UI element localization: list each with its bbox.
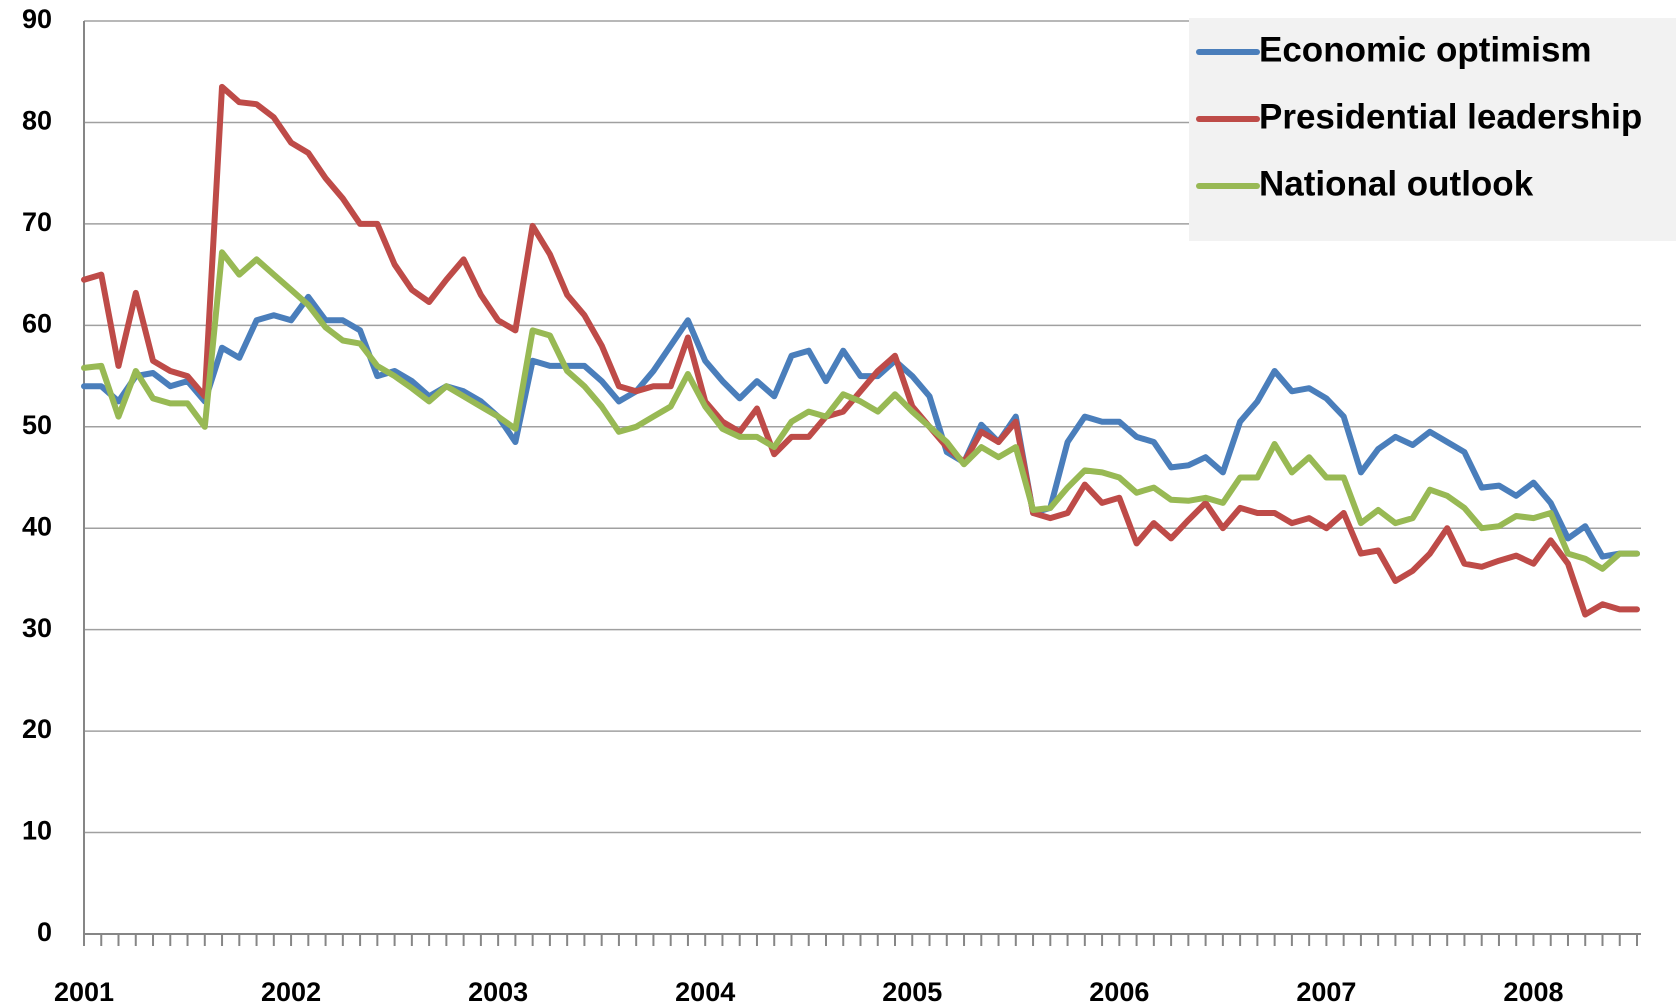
legend-label: National outlook: [1259, 164, 1534, 203]
y-tick-label: 50: [22, 410, 52, 440]
x-tick-label: 2006: [1089, 977, 1149, 1007]
series-line: [81, 83, 1640, 618]
x-tick-label: 2005: [882, 977, 942, 1007]
y-tick-label: 40: [22, 511, 52, 541]
legend-box: [1189, 18, 1676, 241]
y-tick-label: 0: [37, 917, 52, 947]
y-tick-label: 10: [22, 816, 52, 846]
x-tick-label: 2007: [1296, 977, 1356, 1007]
x-tick-label: 2008: [1503, 977, 1563, 1007]
series-line: [81, 293, 1640, 560]
y-tick-label: 80: [22, 106, 52, 136]
x-tick-label: 2003: [468, 977, 528, 1007]
x-tick-label: 2001: [54, 977, 114, 1007]
y-tick-label: 30: [22, 613, 52, 643]
y-tick-label: 20: [22, 714, 52, 744]
series-line: [81, 249, 1640, 572]
x-tick-label: 2004: [675, 977, 735, 1007]
y-tick-label: 70: [22, 207, 52, 237]
legend-label: Presidential leadership: [1259, 97, 1642, 136]
legend-label: Economic optimism: [1259, 30, 1592, 69]
y-tick-label: 90: [22, 4, 52, 34]
y-tick-label: 60: [22, 308, 52, 338]
x-tick-label: 2002: [261, 977, 321, 1007]
